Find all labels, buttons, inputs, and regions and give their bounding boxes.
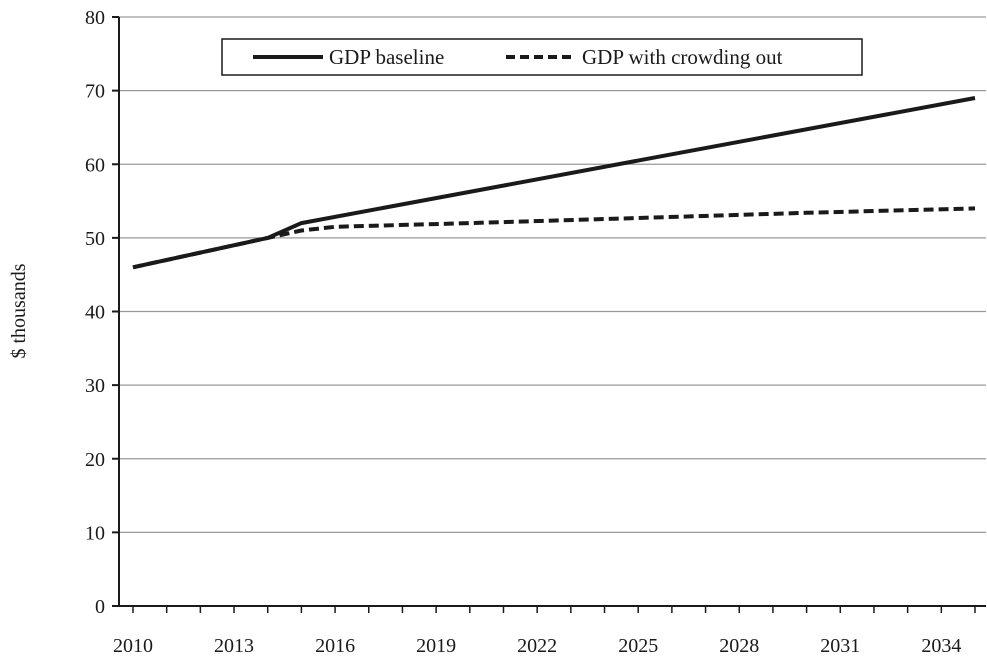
gridlines xyxy=(119,16,986,533)
x-tick-label-2019: 2019 xyxy=(416,635,456,657)
x-tick-label-2025: 2025 xyxy=(618,635,658,657)
y-tick-label-70: 70 xyxy=(85,81,105,103)
x-tick-label-2013: 2013 xyxy=(214,635,254,657)
x-tick-label-2028: 2028 xyxy=(719,635,759,657)
legend: GDP baseline GDP with crowding out xyxy=(221,38,863,76)
x-tick-label-2034: 2034 xyxy=(921,635,961,657)
y-tick-label-20: 20 xyxy=(85,449,105,471)
y-tick-label-80: 80 xyxy=(85,7,105,29)
legend-label-baseline: GDP baseline xyxy=(329,45,444,69)
series-line-gdp-baseline xyxy=(132,96,976,270)
x-tick-label-2016: 2016 xyxy=(315,635,355,657)
y-axis-ticks: 0 10 20 30 40 50 60 70 80 xyxy=(85,7,119,618)
y-axis-title: $ thousands xyxy=(8,263,30,358)
x-tick-label-2010: 2010 xyxy=(113,635,153,657)
series-lines xyxy=(132,96,976,270)
series-line-gdp-crowding-out xyxy=(132,206,976,270)
y-tick-label-60: 60 xyxy=(85,154,105,176)
y-tick-label-50: 50 xyxy=(85,228,105,250)
x-tick-label-2022: 2022 xyxy=(517,635,557,657)
y-tick-label-40: 40 xyxy=(85,302,105,324)
legend-label-crowding: GDP with crowding out xyxy=(582,45,783,69)
x-axis-ticks: 2010 2013 2016 2019 2022 2025 2028 2031 2034 xyxy=(113,606,976,657)
y-tick-label-30: 30 xyxy=(85,375,105,397)
x-tick-label-2031: 2031 xyxy=(820,635,860,657)
y-tick-label-0: 0 xyxy=(95,596,105,618)
y-tick-label-10: 10 xyxy=(85,522,105,544)
